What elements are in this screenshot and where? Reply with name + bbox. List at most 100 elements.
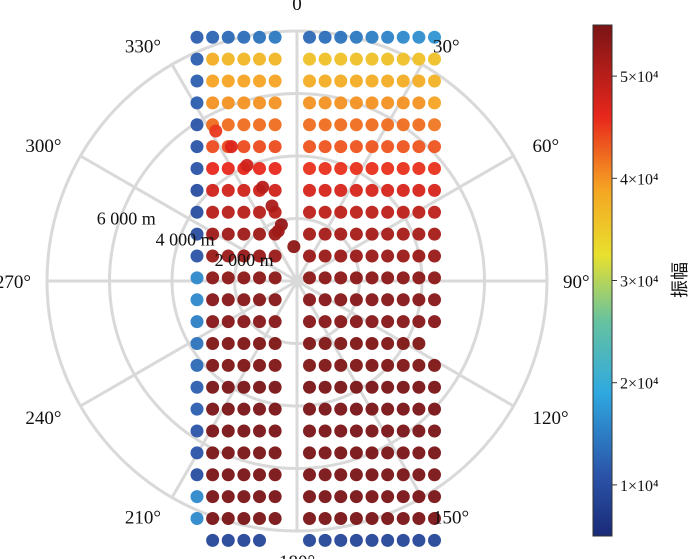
data-point <box>349 205 363 219</box>
data-point <box>253 490 266 504</box>
data-point <box>334 490 348 504</box>
data-point <box>221 30 235 44</box>
colorbar-gradient <box>592 24 613 537</box>
data-point <box>253 140 266 154</box>
data-point <box>221 249 235 263</box>
data-point <box>268 490 282 504</box>
data-point <box>365 468 379 482</box>
data-point <box>412 30 426 44</box>
data-point <box>268 271 282 285</box>
data-point <box>303 315 316 329</box>
data-point <box>190 490 204 504</box>
data-point <box>428 424 441 438</box>
data-point <box>381 490 395 504</box>
angular-tick-label: 30° <box>433 36 460 57</box>
data-point <box>268 446 282 460</box>
data-point <box>303 162 316 175</box>
data-point <box>253 271 266 285</box>
data-point <box>349 490 363 504</box>
data-point <box>190 249 204 263</box>
data-point <box>381 162 395 175</box>
data-point <box>349 74 363 88</box>
data-point <box>334 74 348 88</box>
data-point <box>237 380 251 394</box>
data-point <box>303 140 316 154</box>
data-point <box>268 293 282 307</box>
data-point <box>253 358 266 372</box>
data-point <box>349 183 363 197</box>
data-point <box>221 205 235 219</box>
data-point <box>237 205 251 219</box>
colorbar-tick-label: 2×10⁴ <box>620 376 659 393</box>
data-point <box>253 74 266 88</box>
data-point <box>268 380 282 394</box>
data-point <box>318 424 332 438</box>
data-point <box>381 358 395 372</box>
data-point <box>237 358 251 372</box>
data-point <box>412 96 426 110</box>
data-point <box>396 227 410 241</box>
data-point <box>381 380 395 394</box>
data-point <box>318 380 332 394</box>
data-point <box>303 227 316 241</box>
data-point <box>268 52 282 66</box>
angular-tick-labels: 0 30° 60° 90° 120° 150° 180° 210° 240° 270° 300° 33… <box>0 0 590 559</box>
data-point <box>237 74 251 88</box>
data-point <box>303 402 316 416</box>
data-point <box>237 424 251 438</box>
angular-tick-label: 60° <box>533 136 560 157</box>
data-point <box>237 512 251 525</box>
data-point <box>349 271 363 285</box>
data-point <box>428 402 441 416</box>
data-point <box>206 468 220 482</box>
data-point <box>318 358 332 372</box>
data-point <box>334 271 348 285</box>
radial-tick-label: 4 000 m <box>156 229 215 249</box>
data-point <box>268 140 282 154</box>
data-point <box>206 315 220 329</box>
data-point <box>303 96 316 110</box>
data-point <box>412 271 426 285</box>
data-point <box>206 380 220 394</box>
data-point <box>206 249 220 263</box>
data-point <box>221 337 235 350</box>
data-point <box>221 162 235 175</box>
data-point <box>206 271 220 285</box>
data-point <box>412 162 426 175</box>
data-point <box>221 118 235 132</box>
colorbar-label: 振幅 <box>670 262 690 298</box>
data-point <box>221 424 235 438</box>
data-point <box>190 468 204 482</box>
data-point <box>365 205 379 219</box>
data-point <box>365 293 379 307</box>
data-point <box>303 468 316 482</box>
data-point <box>303 30 316 44</box>
data-point <box>349 402 363 416</box>
data-point <box>221 315 235 329</box>
data-point <box>365 380 379 394</box>
data-point-diagonal <box>256 180 270 194</box>
data-point <box>221 183 235 197</box>
data-point <box>190 227 204 241</box>
data-point <box>303 337 316 350</box>
data-point <box>268 30 282 44</box>
data-point <box>206 74 220 88</box>
data-point <box>396 205 410 219</box>
data-point <box>365 358 379 372</box>
data-point <box>334 512 348 525</box>
data-point <box>428 271 441 285</box>
data-point <box>365 424 379 438</box>
data-point <box>190 512 204 525</box>
data-point <box>237 271 251 285</box>
data-point <box>334 227 348 241</box>
data-point <box>412 74 426 88</box>
data-point <box>365 118 379 132</box>
data-point <box>396 162 410 175</box>
data-point <box>253 468 266 482</box>
data-point <box>268 162 282 175</box>
data-point <box>206 358 220 372</box>
data-point <box>221 358 235 372</box>
data-point <box>253 446 266 460</box>
data-point <box>221 512 235 525</box>
data-point <box>268 183 282 197</box>
